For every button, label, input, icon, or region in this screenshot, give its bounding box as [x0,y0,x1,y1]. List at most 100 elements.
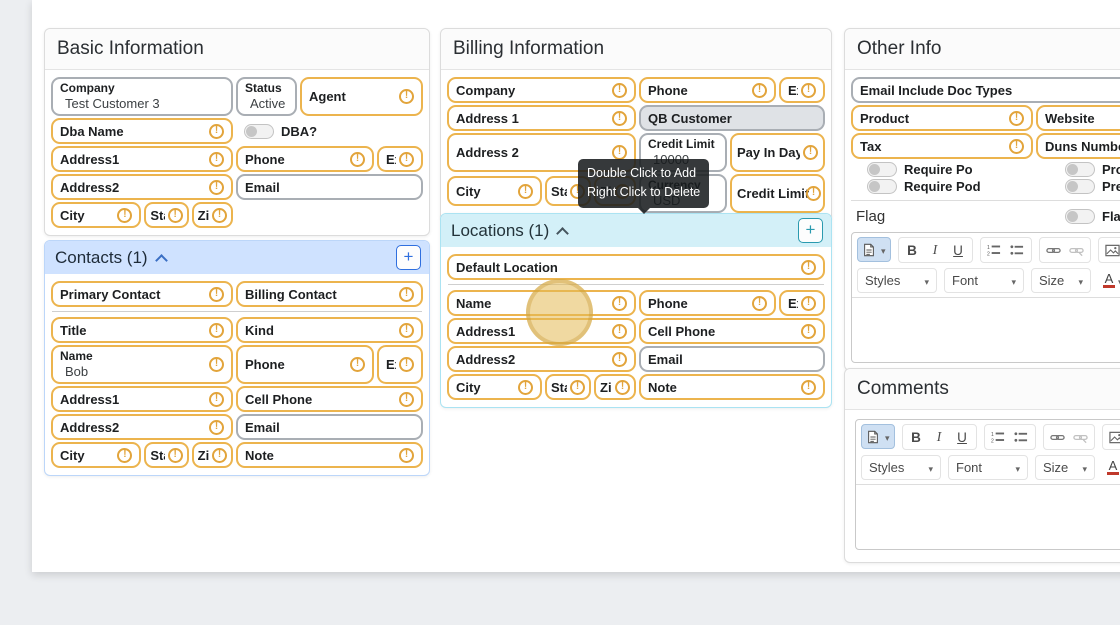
font-dropdown[interactable]: Font [944,268,1024,293]
ext-field[interactable]: Ext [377,146,423,172]
require-pod-toggle[interactable] [867,179,897,194]
location-note-field[interactable]: Note [639,374,825,400]
tax-field[interactable]: Tax [851,133,1033,159]
contact-title-field[interactable]: Title [51,317,233,343]
unlink-button[interactable] [1069,426,1092,448]
styles-dropdown[interactable]: Styles [857,268,937,293]
product-field[interactable]: Product [851,105,1033,131]
numbered-list-button[interactable]: 1 2 [983,239,1006,261]
location-email-field[interactable]: Email [639,346,825,372]
templates-button[interactable] [857,237,891,262]
warning-icon [612,352,627,367]
add-contact-button[interactable] [396,245,421,270]
contact-cell-phone-field[interactable]: Cell Phone [236,386,423,412]
contact-email-field[interactable]: Email [236,414,423,440]
billing-phone-field[interactable]: Phone [639,77,776,103]
website-field[interactable]: Website [1036,105,1120,131]
city-field[interactable]: City [51,202,141,228]
warning-icon [350,152,365,167]
italic-button[interactable]: I [928,426,951,448]
link-button[interactable] [1042,239,1065,261]
prefer-ship-toggle[interactable] [1065,179,1095,194]
contact-note-field[interactable]: Note [236,442,423,468]
billing-ext-field[interactable]: Ext [779,77,825,103]
location-phone-field[interactable]: Phone [639,290,776,316]
underline-button[interactable]: U [947,239,970,261]
primary-contact-field[interactable]: Primary Contact [51,281,233,307]
bulleted-list-button[interactable] [1006,239,1029,261]
bulleted-list-button[interactable] [1010,426,1033,448]
text-color-button[interactable]: A [1100,270,1120,292]
email-field[interactable]: Email [236,174,423,200]
email-include-doc-types-field[interactable]: Email Include Doc Types [851,77,1120,103]
contact-city-field[interactable]: City [51,442,141,468]
contacts-header[interactable]: Contacts (1) [45,241,429,274]
contact-zip-field[interactable]: Zip [192,442,233,468]
contact-ext-field[interactable]: Ext [377,345,423,384]
comments-title: Comments [845,369,1120,410]
dba-toggle[interactable] [244,124,274,139]
status-field[interactable]: Status Active [236,77,297,116]
province-toggle[interactable] [1065,162,1095,177]
state-field[interactable]: State [144,202,188,228]
italic-button[interactable]: I [924,239,947,261]
locations-header[interactable]: Locations (1) [441,214,831,247]
templates-button[interactable] [861,424,895,449]
zip-field[interactable]: Zip [192,202,233,228]
require-po-toggle[interactable] [867,162,897,177]
credit-limit-inc-field[interactable]: Credit Limit Inc [730,174,825,213]
company-field[interactable]: Company Test Customer 3 [51,77,233,116]
agent-field[interactable]: Agent [300,77,423,116]
billing-city-field[interactable]: City [447,176,542,206]
contact-phone-field[interactable]: Phone [236,345,374,384]
location-zip-field[interactable]: Zip [594,374,636,400]
other-info-card: Other Info Email Include Doc Types Produ… [844,28,1120,371]
pay-in-days-field[interactable]: Pay In Days [730,133,825,172]
contact-kind-field[interactable]: Kind [236,317,423,343]
unlink-button[interactable] [1065,239,1088,261]
image-button[interactable] [1101,239,1120,261]
styles-dropdown[interactable]: Styles [861,455,941,480]
billing-contact-field[interactable]: Billing Contact [236,281,423,307]
address1-field[interactable]: Address1 [51,146,233,172]
warning-icon [801,83,816,98]
duns-number-field[interactable]: Duns Number [1036,133,1120,159]
warning-icon [399,287,414,302]
company-label: Company [60,81,224,96]
underline-button[interactable]: U [951,426,974,448]
location-cell-phone-field[interactable]: Cell Phone [639,318,825,344]
flagged-toggle[interactable] [1065,209,1095,224]
add-location-button[interactable] [798,218,823,243]
bold-button[interactable]: B [901,239,924,261]
contact-name-field[interactable]: Name Bob [51,345,233,384]
contact-address2-field[interactable]: Address2 [51,414,233,440]
contact-address1-field[interactable]: Address1 [51,386,233,412]
dba-name-field[interactable]: Dba Name [51,118,233,144]
contact-state-field[interactable]: State [144,442,188,468]
image-button[interactable] [1105,426,1120,448]
bold-button[interactable]: B [905,426,928,448]
status-label: Status [245,81,288,96]
default-location-field[interactable]: Default Location [447,254,825,280]
other-info-title: Other Info [845,29,1120,70]
editor-content[interactable] [856,485,1120,549]
numbered-list-button[interactable]: 1 2 [987,426,1010,448]
address2-field[interactable]: Address2 [51,174,233,200]
size-dropdown[interactable]: Size [1031,268,1091,293]
qb-customer-field[interactable]: QB Customer [639,105,825,131]
size-dropdown[interactable]: Size [1035,455,1095,480]
billing-information-title: Billing Information [441,29,831,70]
phone-field[interactable]: Phone [236,146,374,172]
location-state-field[interactable]: State [545,374,591,400]
tooltip-line-2: Right Click to Delete [587,183,700,202]
text-color-button[interactable]: A [1104,457,1120,479]
billing-address1-field[interactable]: Address 1 [447,105,636,131]
link-button[interactable] [1046,426,1069,448]
location-address2-field[interactable]: Address2 [447,346,636,372]
billing-company-field[interactable]: Company [447,77,636,103]
warning-icon [209,420,224,435]
location-ext-field[interactable]: Ext [779,290,825,316]
editor-content[interactable] [852,298,1120,362]
location-city-field[interactable]: City [447,374,542,400]
font-dropdown[interactable]: Font [948,455,1028,480]
